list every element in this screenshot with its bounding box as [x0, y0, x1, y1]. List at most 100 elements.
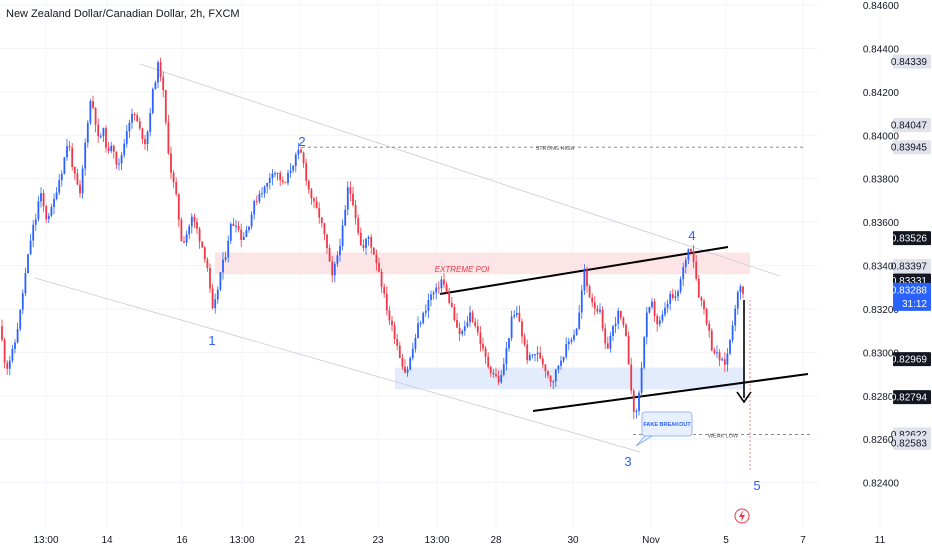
candle-body — [102, 128, 105, 137]
candle-body — [255, 201, 258, 203]
candle-body — [146, 131, 149, 145]
candle-body — [453, 307, 456, 320]
candle-body — [8, 360, 11, 369]
fake-breakout-label: FAKE BREAKOUT — [643, 422, 691, 428]
candle-body — [339, 245, 341, 256]
candle-body — [500, 374, 503, 383]
y-tick-label: 0.82800 — [863, 392, 900, 403]
candle-body — [227, 240, 230, 258]
price-tag — [893, 390, 931, 405]
candle-body — [310, 189, 313, 199]
candle-body — [71, 147, 74, 167]
candle-body — [201, 241, 204, 248]
candle-body — [638, 392, 640, 411]
candle-body — [352, 193, 354, 206]
candle-body — [518, 312, 521, 322]
price-tag — [893, 54, 931, 69]
candle-body — [713, 350, 716, 354]
candle-body — [411, 348, 414, 359]
y-tick-label: 0.84600 — [863, 1, 900, 12]
candle-body — [393, 325, 396, 339]
candle-body — [510, 316, 513, 339]
candle-body — [417, 323, 419, 338]
candle-body — [664, 307, 666, 315]
candle-body — [534, 354, 536, 356]
price-tag-label: 0.82583 — [891, 438, 928, 449]
candle-body — [14, 342, 16, 349]
candle-body — [625, 324, 627, 337]
candle-body — [274, 173, 276, 175]
candle-body — [120, 155, 123, 164]
candle-body — [180, 219, 183, 242]
price-tag-label: 0.83397 — [891, 262, 928, 273]
candle-body — [97, 124, 100, 137]
x-tick-label: 5 — [723, 535, 729, 546]
x-tick-label: 16 — [176, 535, 188, 546]
candle-body — [185, 234, 188, 243]
candle-body — [398, 345, 401, 358]
candle-body — [92, 101, 94, 108]
candle-body — [318, 208, 321, 218]
candle-body — [235, 225, 237, 227]
y-tick-label: 0.82400 — [863, 479, 900, 490]
candle-body — [422, 312, 425, 324]
candle-body — [214, 299, 217, 309]
candle-body — [248, 226, 250, 231]
x-tick-label: 14 — [101, 535, 113, 546]
candle-body — [211, 288, 214, 309]
price-tag — [893, 140, 931, 155]
x-tick-label: 13:00 — [229, 535, 254, 546]
candle-body — [196, 221, 198, 229]
candle-body — [479, 332, 482, 345]
candle-body — [263, 186, 266, 194]
candle-body — [723, 359, 726, 365]
price-tag — [893, 231, 931, 246]
candle-body — [193, 216, 196, 222]
candle-body — [29, 240, 32, 255]
x-tick-label: Nov — [642, 535, 660, 546]
candle-body — [183, 241, 185, 243]
candle-body — [388, 310, 391, 321]
y-tick-label: 0.83000 — [863, 348, 900, 359]
candle-body — [219, 272, 222, 290]
candle-body — [409, 358, 412, 370]
candle-body — [575, 328, 578, 336]
candle-body — [541, 358, 544, 365]
price-axis[interactable]: 0.84600 0.84400 0.84200 0.84000 0.83800 0.836… — [863, 1, 931, 490]
callout-pointer — [635, 435, 654, 447]
candle-body — [531, 354, 534, 356]
candle-body — [578, 312, 581, 329]
candle-body — [279, 172, 282, 181]
candle-body — [229, 223, 232, 241]
candle-body — [565, 344, 568, 358]
price-tag-label: 0.84047 — [891, 121, 928, 132]
candle-body — [289, 170, 292, 173]
price-tag-label: 0.83288 — [891, 285, 928, 296]
candle-body — [544, 364, 547, 372]
candle-body — [53, 199, 55, 208]
candle-body — [45, 206, 48, 220]
extreme-poi-zone — [215, 252, 750, 275]
candle-body — [562, 357, 565, 361]
price-tag — [893, 282, 931, 311]
candle-body — [287, 172, 289, 184]
candle-body — [81, 168, 84, 194]
candle-body — [284, 182, 287, 184]
candle-body — [232, 223, 235, 227]
candle-body — [370, 237, 373, 248]
candle-body — [736, 292, 739, 309]
candle-body — [448, 292, 451, 303]
candle-body — [157, 62, 159, 83]
candle-body — [604, 328, 607, 344]
candle-body — [406, 369, 409, 373]
candle-body — [601, 309, 604, 329]
candle-body — [112, 145, 115, 152]
candle-body — [708, 323, 711, 331]
time-axis[interactable]: 13:00 14 16 13:00 21 23 13:00 28 30 Nov 5 7 11 — [33, 535, 885, 546]
candle-body — [539, 352, 542, 359]
candle-body — [656, 315, 659, 325]
candle-body — [645, 312, 648, 338]
x-tick-label: 7 — [800, 535, 806, 546]
candle-body — [354, 205, 357, 219]
